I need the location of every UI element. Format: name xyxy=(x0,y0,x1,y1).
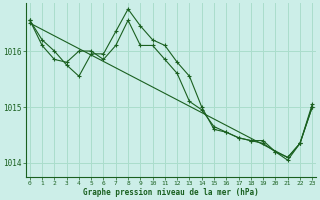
X-axis label: Graphe pression niveau de la mer (hPa): Graphe pression niveau de la mer (hPa) xyxy=(83,188,259,197)
